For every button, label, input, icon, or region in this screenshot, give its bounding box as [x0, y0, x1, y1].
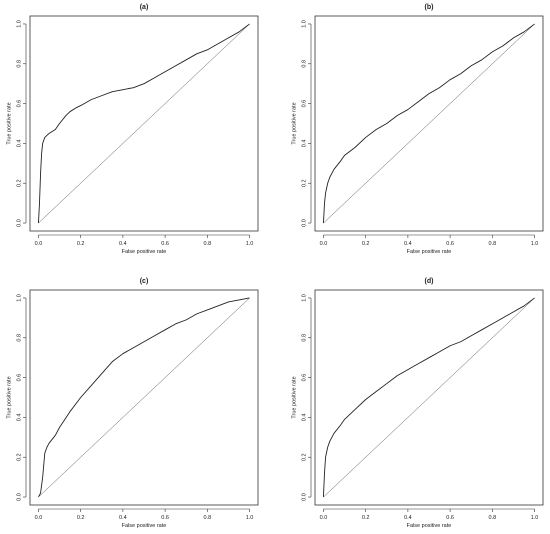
y-tick-label-c: 0.6 [16, 374, 22, 382]
x-tick-label-a: 0.6 [161, 241, 169, 247]
y-axis-label-d: True positive rate [291, 376, 297, 418]
y-tick-label-a: 1.0 [16, 20, 22, 28]
y-tick-label-a: 0.2 [16, 179, 22, 187]
x-axis-label-c: False positive rate [122, 523, 167, 529]
x-tick-label-b: 0.8 [489, 241, 497, 247]
x-tick-label-c: 0.8 [204, 515, 212, 521]
x-tick-label-a: 0.0 [35, 241, 43, 247]
roc-curve-d [322, 297, 535, 498]
x-tick-label-d: 0.0 [320, 515, 328, 521]
plot-frame-c [29, 289, 259, 506]
y-tick-label-b: 0.0 [301, 219, 307, 227]
x-tick-label-a: 0.2 [77, 241, 85, 247]
panel-c: (c) 0.0 0.2 0.4 0.6 0.8 1.0 0.0 0.2 0.4 0.6 0.8 1.0 F… [6, 278, 259, 529]
y-tick-label-a: 0.8 [16, 60, 22, 68]
diagonal-reference-a [38, 23, 250, 224]
y-tick-label-b: 0.6 [301, 100, 307, 108]
y-tick-label-a: 0.6 [16, 100, 22, 108]
x-tick-label-b: 0.0 [320, 241, 328, 247]
y-tick-label-d: 0.0 [301, 493, 307, 501]
y-tick-label-d: 1.0 [301, 294, 307, 302]
x-tick-label-a: 1.0 [246, 241, 254, 247]
x-tick-label-c: 1.0 [246, 515, 254, 521]
roc-curve-c [38, 297, 250, 498]
x-tick-label-c: 0.6 [161, 515, 169, 521]
y-tick-label-c: 0.4 [16, 414, 22, 422]
y-tick-label-d: 0.8 [301, 334, 307, 342]
y-tick-label-a: 0.4 [16, 140, 22, 148]
y-tick-label-d: 0.2 [301, 453, 307, 461]
diagonal-reference-c [38, 297, 250, 498]
y-tick-label-b: 0.4 [301, 140, 307, 148]
x-tick-label-d: 0.8 [489, 515, 497, 521]
x-tick-label-a: 0.4 [119, 241, 127, 247]
plot-frame-b [314, 15, 544, 232]
roc-curve-a [37, 23, 250, 224]
y-tick-label-b: 1.0 [301, 20, 307, 28]
x-tick-label-d: 0.6 [446, 515, 454, 521]
x-tick-label-c: 0.4 [119, 515, 127, 521]
x-axis-label-a: False positive rate [122, 249, 167, 255]
y-tick-label-b: 0.2 [301, 179, 307, 187]
diagonal-reference-d [323, 297, 535, 498]
panel-title-a: (a) [140, 4, 149, 11]
x-tick-label-d: 0.4 [404, 515, 412, 521]
panel-title-c: (c) [140, 278, 149, 285]
x-tick-label-b: 1.0 [531, 241, 539, 247]
panel-title-b: (b) [425, 4, 434, 11]
y-tick-label-d: 0.4 [301, 414, 307, 422]
y-tick-label-c: 0.8 [16, 334, 22, 342]
y-tick-label-c: 1.0 [16, 294, 22, 302]
x-axis-label-d: False positive rate [407, 523, 452, 529]
y-tick-label-c: 0.0 [16, 493, 22, 501]
x-tick-label-b: 0.4 [404, 241, 412, 247]
x-tick-label-c: 0.0 [35, 515, 43, 521]
x-tick-label-a: 0.8 [204, 241, 212, 247]
y-axis-label-a: True positive rate [6, 102, 12, 144]
y-tick-label-b: 0.8 [301, 60, 307, 68]
y-axis-label-b: True positive rate [291, 102, 297, 144]
x-tick-label-b: 0.6 [446, 241, 454, 247]
y-axis-label-c: True positive rate [6, 376, 12, 418]
panel-b: (b) 0.0 0.2 0.4 0.6 0.8 1.0 0.0 0.2 0.4 0.6 0.8 1.0 F… [291, 4, 544, 255]
plot-frame-d [314, 289, 544, 506]
y-tick-label-d: 0.6 [301, 374, 307, 382]
plot-frame-a [29, 15, 259, 232]
x-tick-label-d: 1.0 [531, 515, 539, 521]
panel-d: (d) 0.0 0.2 0.4 0.6 0.8 1.0 0.0 0.2 0.4 0.6 0.8 1.0 F… [291, 278, 544, 529]
diagonal-reference-b [323, 23, 535, 224]
y-tick-label-a: 0.0 [16, 219, 22, 227]
x-axis-label-b: False positive rate [407, 249, 452, 255]
x-tick-label-d: 0.2 [362, 515, 370, 521]
x-tick-label-b: 0.2 [362, 241, 370, 247]
x-tick-label-c: 0.2 [77, 515, 85, 521]
panel-a: (a) 0.0 0.2 0.4 0.6 0.8 1.0 0.0 0.2 0.4 0.6 0.8 1.0 F… [6, 4, 259, 255]
panel-title-d: (d) [425, 278, 434, 285]
y-tick-label-c: 0.2 [16, 453, 22, 461]
roc-curve-b [322, 23, 535, 224]
